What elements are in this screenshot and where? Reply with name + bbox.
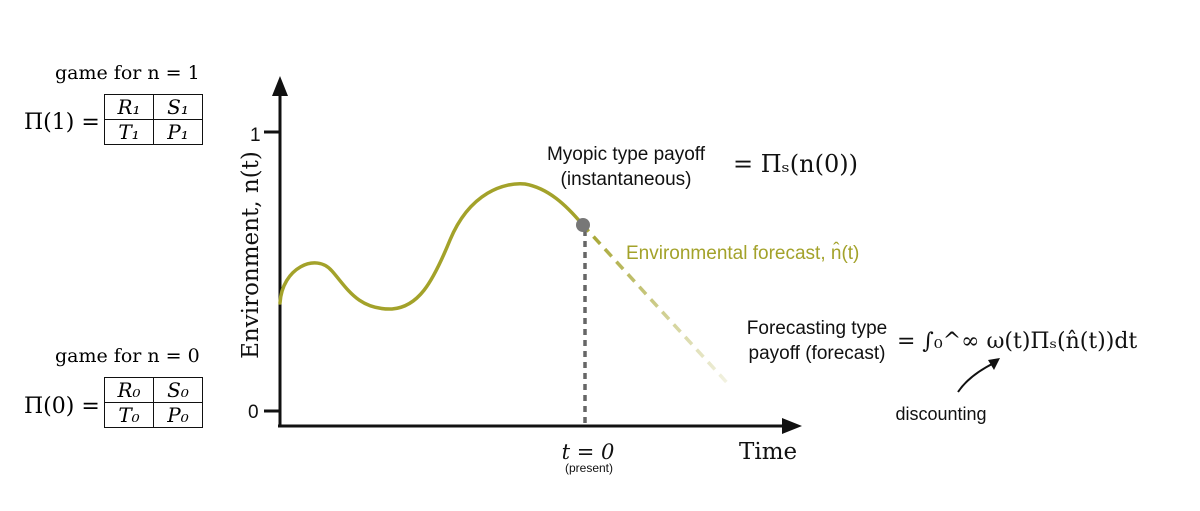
myopic-label-line1: Myopic type payoff (547, 144, 706, 165)
forecast-dashed-line (580, 222, 732, 388)
game0-label: Π(0) = (24, 394, 100, 419)
discounting-arrowhead (988, 358, 1000, 370)
game1-cell-t: T₁ (104, 119, 154, 145)
myopic-formula: = Πₛ(n(0)) (733, 150, 858, 178)
game1-cell-s: S₁ (153, 94, 203, 120)
game0-cell-s: S₀ (153, 377, 203, 403)
present-label: t = 0 (562, 440, 615, 464)
game1-cell-p: P₁ (153, 119, 203, 145)
x-axis-label: Time (739, 439, 797, 465)
game1-payoff-matrix: R₁ S₁ T₁ P₁ (104, 94, 203, 145)
discounting-label: discounting (895, 404, 986, 424)
game0-cell-r: R₀ (104, 377, 154, 403)
environment-curve (278, 182, 584, 311)
forecasting-label-line1: Forecasting type (747, 318, 887, 339)
game0-title: game for n = 0 (55, 345, 200, 367)
present-marker (576, 218, 590, 232)
myopic-label-line2: (instantaneous) (561, 169, 692, 190)
game1-label: Π(1) = (24, 110, 100, 135)
forecasting-formula: = ∫₀^∞ ω(t)Πₛ(n̂(t))dt (897, 329, 1137, 354)
y-tick-label-1: 1 (250, 125, 261, 146)
game1-title: game for n = 1 (55, 62, 200, 84)
y-axis-label: Environment, n(t) (238, 151, 264, 359)
y-tick-label-0: 0 (248, 402, 259, 423)
game0-payoff-matrix: R₀ S₀ T₀ P₀ (104, 377, 203, 428)
x-axis-arrow (782, 418, 802, 434)
forecast-label: Environmental forecast, n̂(t) (626, 242, 859, 264)
y-axis-arrow (272, 76, 288, 96)
discounting-arrow (957, 362, 995, 393)
present-sublabel: (present) (565, 461, 613, 475)
game0-cell-p: P₀ (153, 402, 203, 428)
forecasting-label-line2: payoff (forecast) (749, 343, 886, 364)
